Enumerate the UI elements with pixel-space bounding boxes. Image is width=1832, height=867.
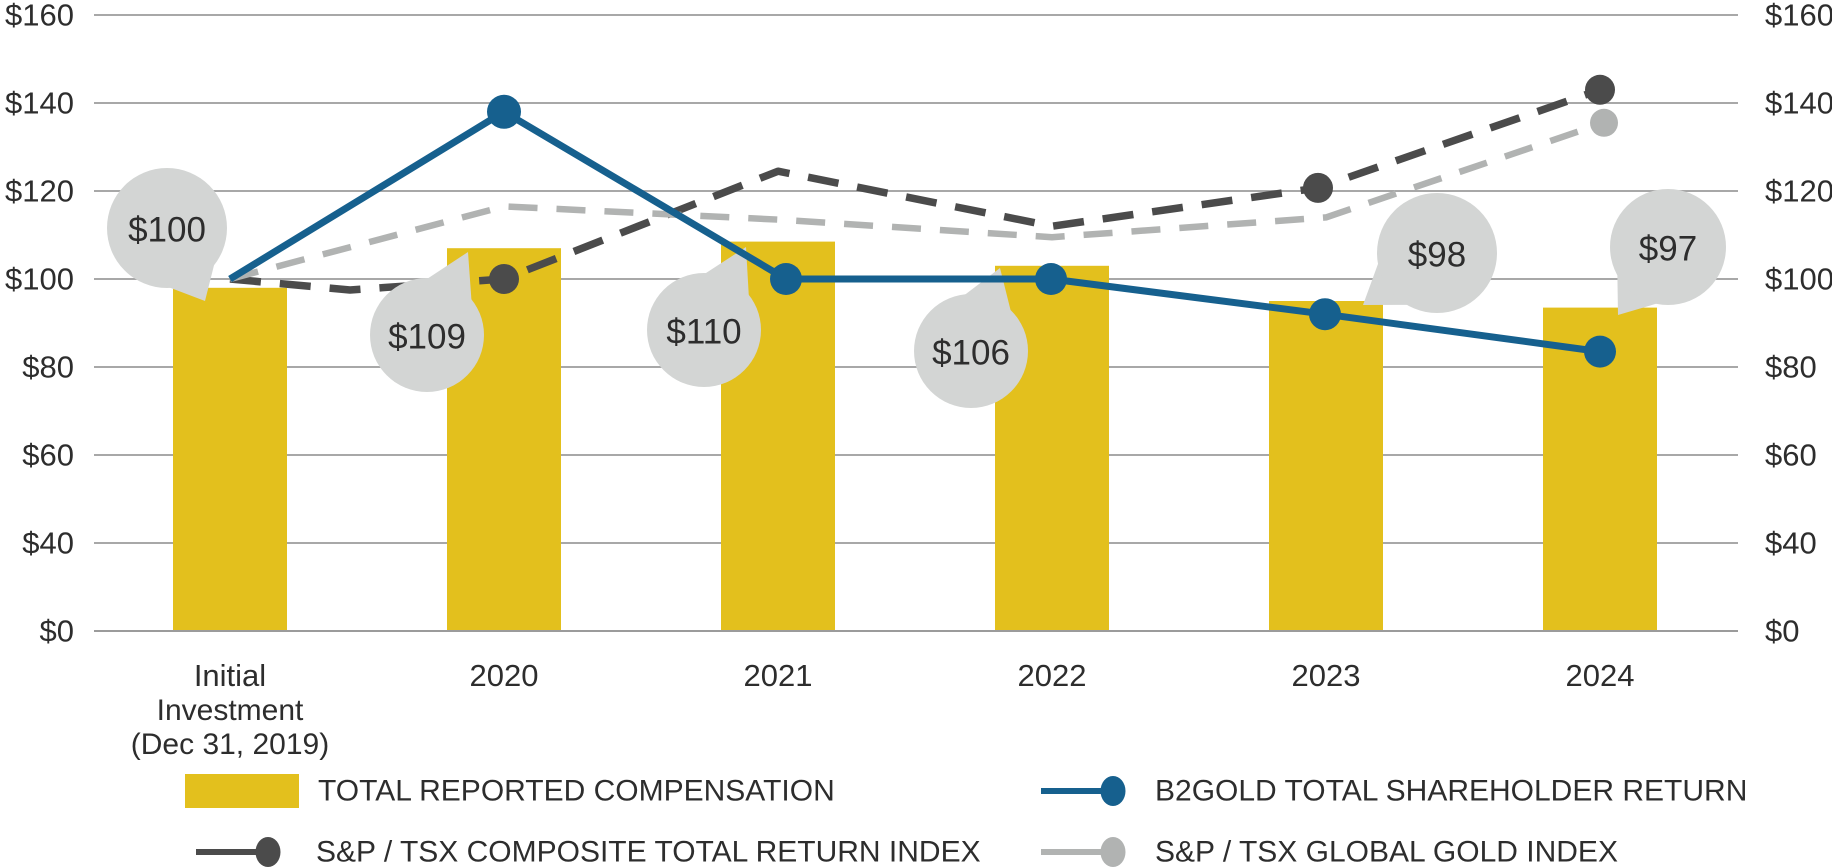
x-axis-label: 2024 bbox=[1566, 658, 1635, 693]
legend-swatch-bar bbox=[185, 774, 299, 808]
b2gold-tsr-data-point bbox=[770, 263, 802, 295]
x-axis-label: Initial bbox=[194, 658, 266, 693]
legend-item-gold: TOTAL REPORTED COMPENSATION bbox=[185, 774, 835, 808]
legend-item-light_gray: S&P / TSX GLOBAL GOLD INDEX bbox=[1041, 836, 1618, 867]
legend-item-blue: B2GOLD TOTAL SHAREHOLDER RETURN bbox=[1041, 775, 1747, 808]
x-axis-label: Investment bbox=[157, 694, 304, 727]
b2gold-tsr-data-point bbox=[1035, 263, 1067, 295]
callout-bubble bbox=[370, 278, 484, 392]
y-tick-label-right: $140 bbox=[1765, 86, 1832, 121]
b2gold-tsr-data-point bbox=[1309, 298, 1341, 331]
x-axis-label: (Dec 31, 2019) bbox=[131, 728, 329, 761]
y-axis-labels-right: $160 $140 $120 $100 $80 $60 $40 $0 bbox=[1765, 0, 1832, 649]
legend-swatch-dot bbox=[255, 837, 281, 867]
y-tick-label-right: $0 bbox=[1765, 614, 1799, 649]
legend: TOTAL REPORTED COMPENSATION B2GOLD TOTAL … bbox=[185, 774, 1747, 867]
b2gold-tsr-line bbox=[228, 108, 1601, 356]
index-lines-dashed bbox=[229, 74, 1618, 294]
x-axis-label: 2020 bbox=[470, 658, 539, 693]
legend-label: S&P / TSX GLOBAL GOLD INDEX bbox=[1155, 836, 1618, 867]
b2gold-tsr-data-point bbox=[487, 94, 521, 129]
callout-value-label: $106 bbox=[932, 334, 1010, 373]
y-tick-label-left: $140 bbox=[5, 86, 74, 121]
y-tick-label-right: $40 bbox=[1765, 526, 1817, 561]
compensation-bar-initial-investment-dec-31-2019- bbox=[173, 287, 287, 631]
y-tick-label-left: $40 bbox=[22, 526, 74, 561]
legend-label: TOTAL REPORTED COMPENSATION bbox=[318, 775, 835, 808]
callout-bubbles: $100 $109 $110 $106 $98 $97 bbox=[107, 168, 1726, 408]
callout-value-label: $98 bbox=[1408, 236, 1466, 275]
callout-bubble bbox=[107, 168, 227, 288]
y-tick-label-right: $120 bbox=[1765, 174, 1832, 209]
compensation-bar-2023 bbox=[1269, 301, 1383, 631]
callout-value-label: $100 bbox=[128, 211, 206, 250]
callout-value-label: $109 bbox=[388, 318, 466, 357]
y-tick-label-right: $100 bbox=[1765, 262, 1832, 297]
tsr-line bbox=[228, 94, 1616, 368]
legend-item-dark_gray: S&P / TSX COMPOSITE TOTAL RETURN INDEX bbox=[196, 836, 981, 867]
x-axis-label: 2023 bbox=[1292, 658, 1361, 693]
callout-value-label: $97 bbox=[1639, 230, 1697, 269]
sp-tsx-global-gold-data-point bbox=[1590, 108, 1618, 137]
sp-tsx-composite-data-point bbox=[489, 264, 519, 294]
callout-bubble bbox=[1610, 189, 1726, 305]
callout-tail bbox=[426, 252, 472, 302]
y-tick-label-right: $80 bbox=[1765, 350, 1817, 385]
y-tick-label-left: $60 bbox=[22, 438, 74, 473]
y-tick-label-left: $80 bbox=[22, 350, 74, 385]
y-tick-label-right: $160 bbox=[1765, 0, 1832, 33]
y-gridlines bbox=[94, 14, 1738, 632]
sp-tsx-composite-data-point bbox=[1303, 172, 1333, 203]
b2gold-tsr-data-point bbox=[1584, 335, 1616, 368]
legend-label: B2GOLD TOTAL SHAREHOLDER RETURN bbox=[1155, 775, 1747, 808]
callout-bubble bbox=[914, 294, 1028, 408]
y-tick-label-left: $100 bbox=[5, 262, 74, 297]
y-tick-label-left: $120 bbox=[5, 174, 74, 209]
y-tick-label-right: $60 bbox=[1765, 438, 1817, 473]
y-axis-labels-left: $160 $140 $120 $100 $80 $60 $40 $0 bbox=[5, 0, 74, 649]
callout-bubble bbox=[647, 273, 761, 387]
legend-label: S&P / TSX COMPOSITE TOTAL RETURN INDEX bbox=[316, 836, 981, 867]
legend-swatch-dot bbox=[1100, 837, 1126, 867]
legend-swatch-dot bbox=[1100, 776, 1126, 806]
x-axis-label: 2021 bbox=[744, 658, 813, 693]
y-tick-label-left: $0 bbox=[40, 614, 74, 649]
sp-tsx-composite-data-point bbox=[1585, 74, 1615, 105]
callout-bubble bbox=[1377, 193, 1497, 313]
x-axis-label: 2022 bbox=[1018, 658, 1087, 693]
y-tick-label-left: $160 bbox=[5, 0, 74, 33]
callout-value-label: $110 bbox=[666, 313, 741, 352]
sp-tsx-global-gold-line bbox=[229, 119, 1606, 283]
